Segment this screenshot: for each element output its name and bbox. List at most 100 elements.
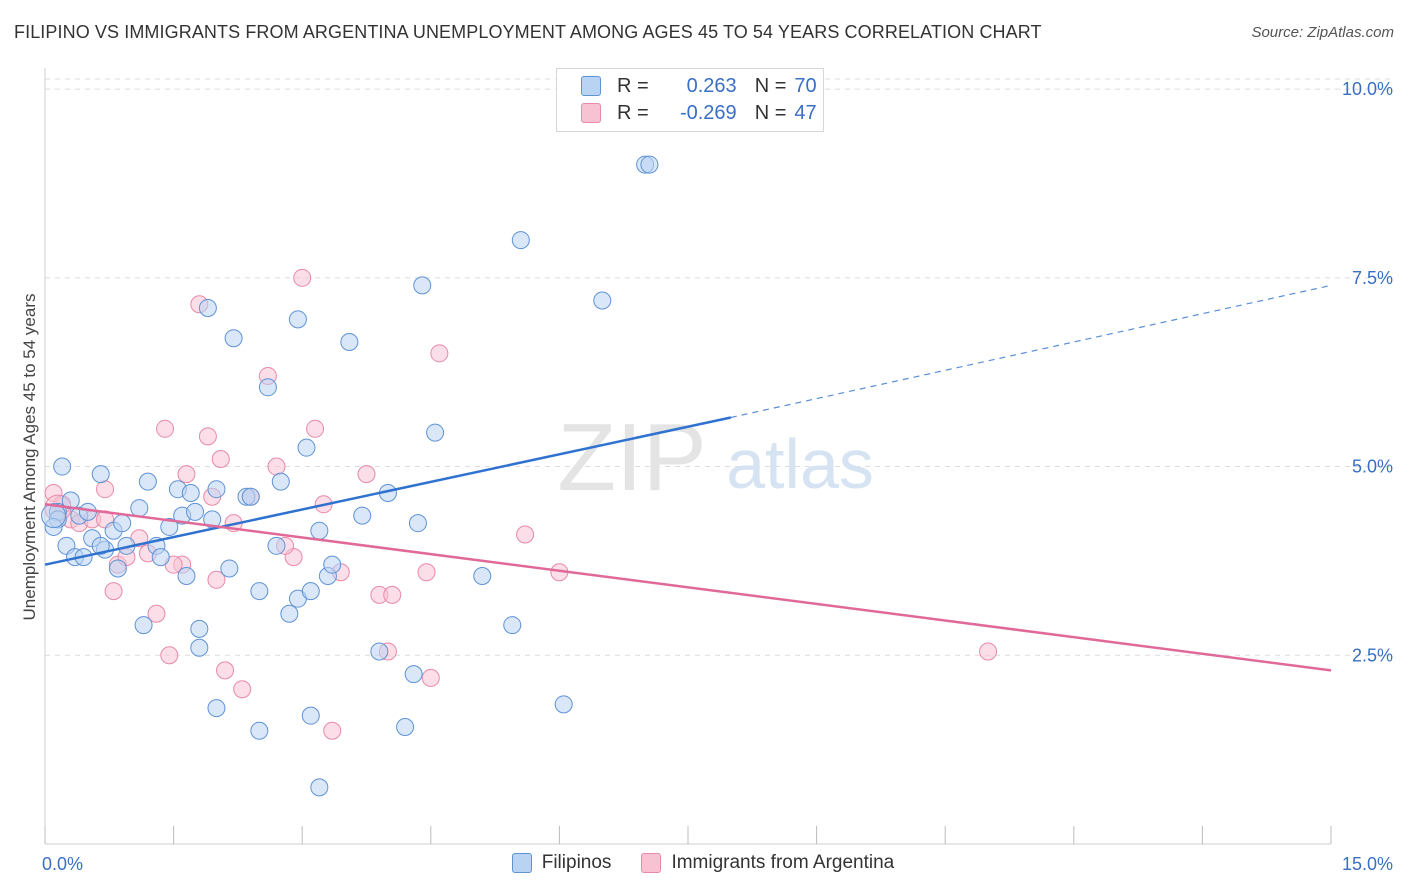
- data-point-argentina: [177, 465, 196, 484]
- data-point-argentina: [160, 646, 179, 665]
- grid-lines: [45, 78, 1392, 656]
- data-point-argentina: [323, 721, 342, 740]
- data-point-filipinos: [91, 536, 110, 555]
- data-point-filipinos: [220, 559, 239, 578]
- data-point-filipinos: [353, 506, 372, 525]
- series-filipinos-points: [41, 155, 659, 797]
- data-point-argentina: [147, 604, 166, 623]
- data-point-filipinos: [138, 472, 157, 491]
- data-point-filipinos: [297, 438, 316, 457]
- data-point-filipinos: [323, 555, 342, 574]
- data-point-filipinos: [91, 465, 110, 484]
- legend-swatch-argentina: [581, 103, 601, 123]
- legend-n-value-filipinos: 70: [794, 74, 817, 97]
- data-point-filipinos: [113, 514, 132, 533]
- data-point-filipinos: [370, 642, 389, 661]
- data-point-argentina: [306, 419, 325, 438]
- data-point-filipinos: [186, 502, 205, 521]
- data-point-filipinos: [250, 582, 269, 601]
- data-point-argentina: [156, 419, 175, 438]
- legend-n-label: N =: [754, 101, 787, 124]
- series-argentina-points: [44, 268, 998, 740]
- data-point-filipinos: [130, 499, 149, 518]
- trendline-filipinos: [44, 416, 732, 566]
- data-point-argentina: [357, 465, 376, 484]
- data-point-argentina: [516, 525, 535, 544]
- y-tick-label: 10.0%: [1342, 79, 1393, 99]
- data-point-filipinos: [224, 329, 243, 348]
- trendline-argentina: [44, 503, 1332, 672]
- data-point-filipinos: [473, 567, 492, 586]
- legend-row-argentina: R = -0.269 N = 47: [581, 100, 817, 126]
- trend-lines: [44, 284, 1332, 672]
- data-point-filipinos: [640, 155, 659, 174]
- x-tick-label-max: 15.0%: [1342, 854, 1393, 874]
- data-point-filipinos: [554, 695, 573, 714]
- data-point-filipinos: [250, 721, 269, 740]
- source-label: Source: ZipAtlas.com: [1251, 24, 1394, 41]
- data-point-filipinos: [396, 717, 415, 736]
- data-point-filipinos: [404, 665, 423, 684]
- data-point-filipinos: [160, 517, 179, 536]
- data-point-argentina: [293, 268, 312, 287]
- data-point-filipinos: [177, 567, 196, 586]
- legend-item-filipinos[interactable]: Filipinos: [511, 852, 612, 874]
- data-point-filipinos: [258, 378, 277, 397]
- legend-swatch-filipinos: [511, 853, 532, 873]
- data-point-argentina: [421, 668, 440, 687]
- legend-r-value-argentina: -0.269: [679, 101, 737, 124]
- data-point-filipinos: [288, 310, 307, 329]
- data-point-filipinos: [198, 299, 217, 318]
- legend-label-filipinos: Filipinos: [541, 852, 612, 873]
- data-point-argentina: [267, 457, 286, 476]
- watermark-atlas: atlas: [726, 425, 874, 503]
- trendline-filipinos-extension: [730, 284, 1332, 419]
- data-point-filipinos: [151, 548, 170, 567]
- data-point-filipinos: [134, 616, 153, 635]
- data-point-argentina: [233, 680, 252, 699]
- x-tick-label-min: 0.0%: [42, 854, 83, 874]
- data-point-filipinos: [593, 291, 612, 310]
- data-point-argentina: [216, 661, 235, 680]
- legend-label-argentina: Immigrants from Argentina: [671, 852, 895, 873]
- data-point-filipinos: [190, 619, 209, 638]
- data-point-filipinos: [310, 778, 329, 797]
- legend-swatch-filipinos: [581, 76, 601, 96]
- y-tick-label: 5.0%: [1352, 457, 1393, 477]
- chart-title: FILIPINO VS IMMIGRANTS FROM ARGENTINA UN…: [14, 22, 1042, 42]
- data-point-filipinos: [310, 521, 329, 540]
- data-point-filipinos: [280, 604, 299, 623]
- data-point-filipinos: [340, 332, 359, 351]
- data-point-filipinos: [61, 491, 80, 510]
- tick-labels: 2.5% 5.0% 7.5% 10.0% 0.0% 15.0%: [42, 79, 1393, 874]
- legend-n-value-argentina: 47: [794, 101, 817, 124]
- data-point-filipinos: [241, 487, 260, 506]
- data-point-argentina: [383, 585, 402, 604]
- legend-item-argentina[interactable]: Immigrants from Argentina: [641, 852, 894, 874]
- data-point-filipinos: [271, 472, 290, 491]
- data-point-argentina: [198, 427, 217, 446]
- data-point-filipinos: [181, 483, 200, 502]
- data-point-argentina: [104, 582, 123, 601]
- data-point-filipinos: [426, 423, 445, 442]
- data-point-filipinos: [511, 231, 530, 250]
- y-tick-label: 7.5%: [1352, 268, 1393, 288]
- data-point-argentina: [430, 344, 449, 363]
- data-point-filipinos: [301, 582, 320, 601]
- data-point-argentina: [979, 642, 998, 661]
- legend-swatch-argentina: [641, 853, 662, 873]
- data-point-argentina: [211, 450, 230, 468]
- correlation-legend: R = 0.263 N = 70 R = -0.269 N = 47: [556, 68, 824, 132]
- data-point-filipinos: [41, 503, 67, 529]
- y-tick-label: 2.5%: [1352, 645, 1393, 665]
- legend-row-filipinos: R = 0.263 N = 70: [581, 73, 817, 99]
- data-point-filipinos: [503, 616, 522, 635]
- watermark: ZIP atlas: [557, 404, 874, 511]
- legend-n-label: N =: [754, 74, 787, 97]
- data-point-filipinos: [207, 699, 226, 718]
- data-point-filipinos: [53, 457, 72, 476]
- legend-r-label: R =: [617, 101, 649, 124]
- data-point-filipinos: [413, 276, 432, 295]
- axes: [44, 68, 1332, 845]
